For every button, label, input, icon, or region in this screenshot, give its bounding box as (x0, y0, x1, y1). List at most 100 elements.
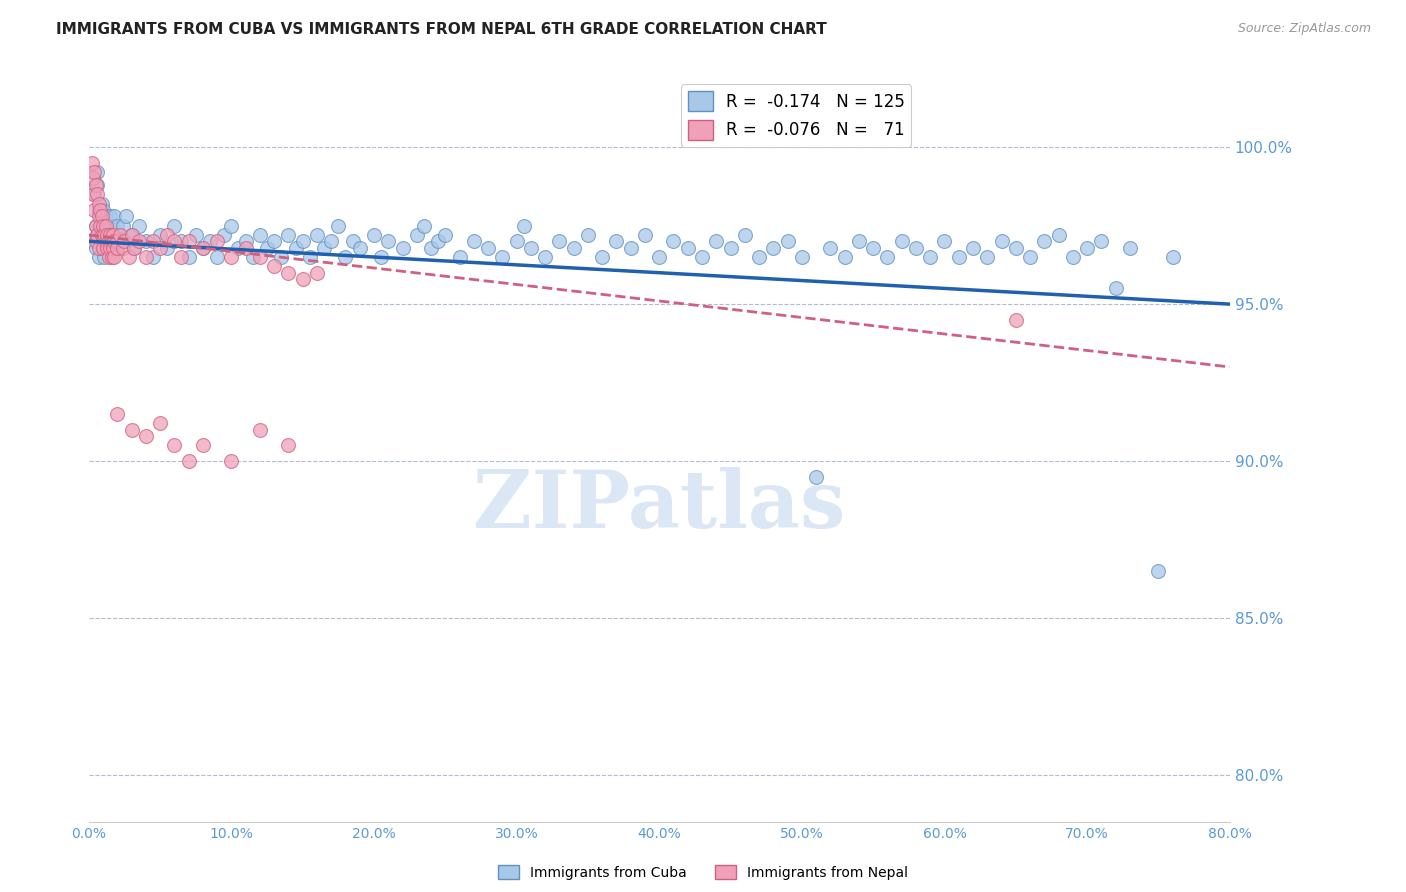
Point (91, 241, 114, 255)
Point (370, 250, 392, 264)
Point (221, 250, 243, 264)
Point (83, 202, 105, 217)
Point (876, 250, 898, 264)
Point (87, 241, 110, 255)
Point (177, 454, 200, 468)
Point (312, 241, 335, 255)
Point (121, 227, 143, 242)
Point (235, 235, 257, 249)
Point (97, 250, 120, 264)
Point (142, 250, 165, 264)
Point (98, 209, 121, 223)
Point (80, 155, 103, 169)
Point (94, 235, 117, 249)
Point (249, 250, 271, 264)
Point (128, 235, 150, 249)
Point (94, 209, 117, 223)
Point (96, 227, 118, 242)
Point (90, 196, 112, 211)
Point (96, 219, 118, 233)
Point (104, 235, 127, 249)
Point (934, 235, 956, 249)
Point (96, 241, 118, 255)
Point (284, 241, 307, 255)
Point (177, 235, 200, 249)
Point (321, 235, 343, 249)
Point (1062, 250, 1084, 264)
Point (434, 227, 457, 242)
Point (98, 241, 121, 255)
Point (1104, 281, 1126, 295)
Point (105, 241, 128, 255)
Point (212, 227, 235, 242)
Point (112, 235, 135, 249)
Point (87, 202, 110, 217)
Text: ZIPatlas: ZIPatlas (472, 467, 845, 545)
Point (1033, 235, 1056, 249)
Point (335, 250, 357, 264)
Point (90, 209, 112, 223)
Point (391, 241, 413, 255)
Point (98, 227, 121, 242)
Legend: Immigrants from Cuba, Immigrants from Nepal: Immigrants from Cuba, Immigrants from Ne… (492, 859, 914, 885)
Point (105, 235, 128, 249)
Point (235, 241, 257, 255)
Point (149, 241, 172, 255)
Point (270, 250, 292, 264)
Point (84, 241, 107, 255)
Point (804, 470, 827, 484)
Point (149, 417, 172, 431)
Point (83, 165, 105, 179)
Point (87, 209, 110, 223)
Point (121, 227, 143, 242)
Point (100, 250, 122, 264)
Point (191, 438, 214, 452)
Point (363, 227, 385, 242)
Point (105, 407, 128, 421)
Point (97, 235, 120, 249)
Point (776, 235, 799, 249)
Point (114, 209, 136, 223)
Point (427, 235, 450, 249)
Point (690, 250, 713, 264)
Point (263, 235, 285, 249)
Point (513, 219, 536, 233)
Point (90, 219, 112, 233)
Point (904, 241, 927, 255)
Point (101, 227, 124, 242)
Point (277, 438, 299, 452)
Point (84, 219, 107, 233)
Point (112, 235, 135, 249)
Point (648, 250, 671, 264)
Point (135, 250, 157, 264)
Point (263, 260, 285, 274)
Point (82, 235, 104, 249)
Point (591, 250, 613, 264)
Point (156, 227, 179, 242)
Point (89, 202, 111, 217)
Legend: R =  -0.174   N = 125, R =  -0.076   N =   71: R = -0.174 N = 125, R = -0.076 N = 71 (681, 85, 911, 146)
Point (82, 187, 104, 202)
Point (1147, 564, 1170, 578)
Point (86, 178, 108, 192)
Point (249, 423, 271, 437)
Point (184, 227, 207, 242)
Point (305, 227, 328, 242)
Point (163, 235, 186, 249)
Point (103, 235, 125, 249)
Point (91, 219, 114, 233)
Point (605, 235, 627, 249)
Point (520, 241, 543, 255)
Point (449, 250, 471, 264)
Point (128, 219, 150, 233)
Point (105, 219, 128, 233)
Point (1076, 241, 1098, 255)
Point (91, 227, 114, 242)
Point (920, 250, 942, 264)
Point (412, 219, 434, 233)
Point (93, 219, 115, 233)
Text: Source: ZipAtlas.com: Source: ZipAtlas.com (1237, 22, 1371, 36)
Point (97, 227, 120, 242)
Point (1019, 250, 1042, 264)
Point (1090, 235, 1112, 249)
